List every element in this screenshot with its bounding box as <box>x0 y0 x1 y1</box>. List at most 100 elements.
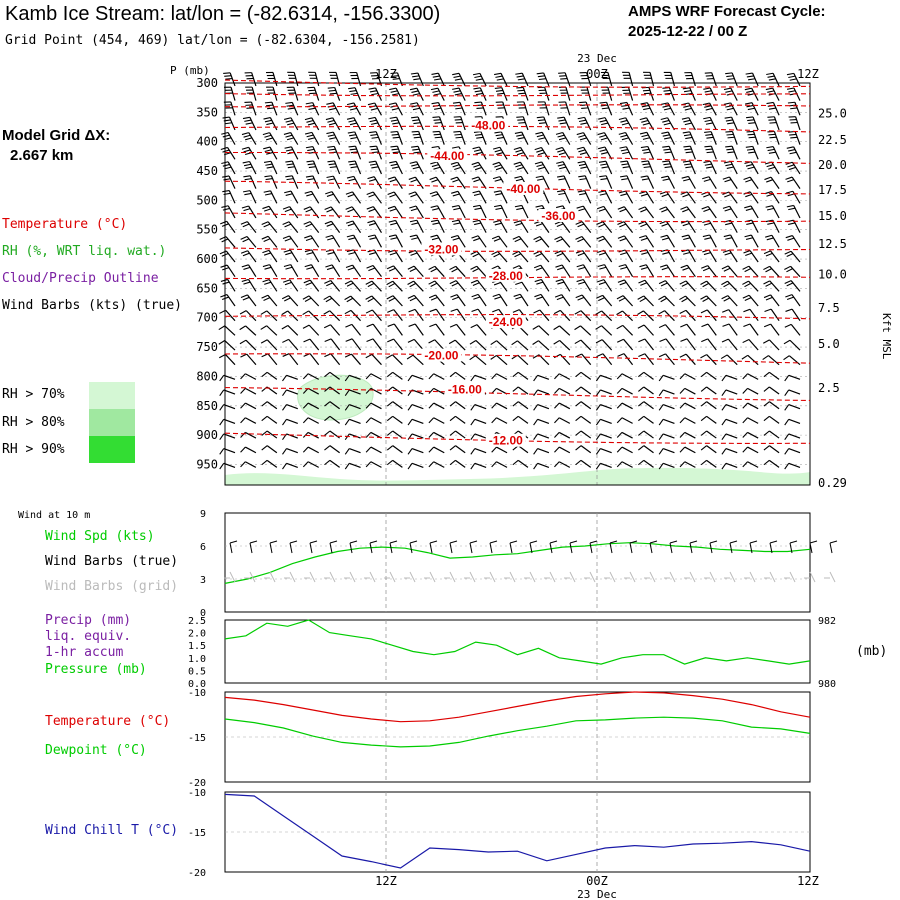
wind-barb-feather <box>536 116 544 119</box>
wind-barb-feather <box>452 72 460 76</box>
wind-barb-feather <box>347 208 355 213</box>
surface-wind-barb-feather <box>449 540 458 544</box>
wind-barb <box>583 161 592 175</box>
surface-wind-barb-true <box>549 542 553 554</box>
wind-barb <box>458 73 466 87</box>
wind-barb <box>645 191 655 204</box>
wind-barb <box>662 418 675 424</box>
wind-barb-feather <box>327 178 335 181</box>
surface-wind-barb-true <box>689 542 693 554</box>
wind-barb-feather <box>263 208 271 212</box>
isotherm-label: -40.00 <box>506 182 540 196</box>
wind-barb-feather <box>681 297 688 303</box>
wind-barb <box>293 72 299 87</box>
wind-barb-feather <box>285 266 293 270</box>
wind-barb-feather <box>577 296 585 301</box>
wind-barb-feather <box>683 145 691 148</box>
wind-barb <box>706 415 717 424</box>
wind-barb-feather <box>493 238 501 242</box>
wind-barb-feather <box>725 119 733 122</box>
wind-barb-feather <box>410 179 418 183</box>
wind-barb-feather <box>392 78 400 80</box>
surface-wind-barb-grid <box>789 571 796 583</box>
wind-barb <box>793 73 801 87</box>
wind-barb-feather <box>616 417 623 424</box>
wind-barb <box>289 249 299 263</box>
wind-barb-feather <box>220 294 228 298</box>
wind-barb-feather <box>370 107 378 111</box>
wind-barb <box>561 294 571 307</box>
wind-barb-feather <box>619 208 627 213</box>
wind-barb-feather <box>553 339 560 345</box>
wind-barb <box>520 220 529 233</box>
wind-barb-feather <box>557 281 565 285</box>
wind-barb <box>329 371 340 380</box>
wind-barb-feather <box>265 178 273 181</box>
wind-barb <box>352 264 362 278</box>
surface-wind-barb-feather <box>389 540 398 544</box>
wind-barb-feather <box>474 207 482 211</box>
forecast-label: AMPS WRF Forecast Cycle: <box>628 3 826 20</box>
wind-barb <box>750 234 759 248</box>
wind-barb-feather <box>638 459 645 466</box>
wind-barb <box>684 387 696 395</box>
wind-barb <box>706 354 717 366</box>
wind-barb <box>475 355 487 366</box>
wind-barb-feather <box>265 163 273 166</box>
wind-barb <box>521 131 529 145</box>
wind-barb-feather <box>239 339 247 345</box>
wind-barb-feather <box>223 119 231 122</box>
wind-barb-feather <box>224 166 232 170</box>
wind-barb-feather <box>410 72 418 75</box>
wind-barb-feather <box>409 205 417 209</box>
wind-barb-feather <box>367 282 375 288</box>
wind-barb-feather <box>596 294 603 299</box>
wind-barb <box>541 132 550 145</box>
wind-barb-feather <box>449 459 456 466</box>
rh90-label: RH > 90% <box>2 442 65 457</box>
wind-barb <box>770 308 780 322</box>
wind-barb-feather <box>744 268 752 273</box>
wind-barb <box>749 308 759 322</box>
wind-barb <box>708 176 717 189</box>
wind-barb <box>623 353 634 366</box>
wind-barb-feather <box>388 282 396 288</box>
surface-wind-barb-feather <box>489 540 498 544</box>
wind-barb-feather <box>348 87 356 90</box>
wind-barb <box>643 445 654 454</box>
wind-barb <box>395 234 403 248</box>
wind-barb <box>684 446 696 454</box>
wind-barb <box>773 131 780 145</box>
wind-barb-feather <box>554 402 560 409</box>
wind-barb-feather <box>721 295 729 300</box>
wind-barb-feather <box>430 234 438 238</box>
wind-barb-feather <box>304 117 312 121</box>
wind-barb-feather <box>598 208 606 212</box>
wind-barb-feather <box>516 207 524 211</box>
wind-barb <box>706 459 717 468</box>
wind-barb-feather <box>344 374 350 382</box>
wind-barb-feather <box>619 175 628 178</box>
wind-barb-feather <box>449 430 456 436</box>
wind-barb-feather <box>683 251 691 255</box>
wind-barb-feather <box>558 178 566 181</box>
wind-barb <box>286 433 298 439</box>
wind-barb-feather <box>748 136 756 139</box>
wind-barb-feather <box>302 310 309 316</box>
wind-barb <box>662 462 675 468</box>
wind-barb <box>768 355 780 366</box>
wind-barb <box>224 354 236 366</box>
wind-barb-feather <box>766 237 774 241</box>
wind-barb <box>375 131 383 145</box>
wind-barb <box>791 176 801 189</box>
wind-barb <box>706 401 717 410</box>
wind-barb-feather <box>703 193 711 198</box>
wind-barb-feather <box>391 133 399 136</box>
wind-barb <box>246 294 257 307</box>
wind-barb <box>604 190 613 204</box>
wind-barb-feather <box>368 222 376 226</box>
wind-barb-feather <box>413 151 421 154</box>
wind-barb-feather <box>366 191 374 196</box>
wind-barb-feather <box>390 119 398 122</box>
wind-barb-feather <box>619 223 627 228</box>
